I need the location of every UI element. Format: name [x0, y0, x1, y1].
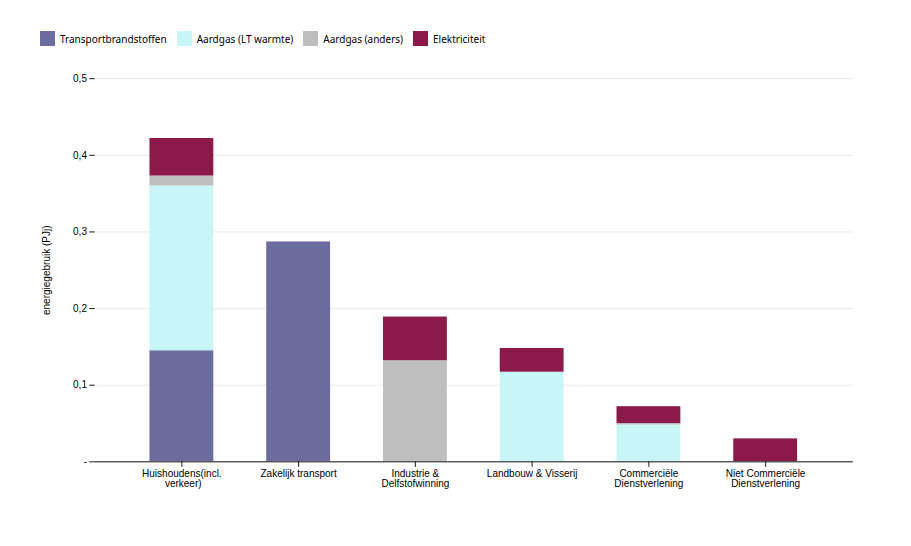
svg-text:0,4: 0,4 [73, 150, 87, 161]
svg-text:Industrie &Delfstofwinning: Industrie &Delfstofwinning [381, 468, 449, 489]
svg-text:energiegebruik (PJj): energiegebruik (PJj) [41, 225, 52, 315]
html-text:Aardgas (anders): Aardgas (anders) [323, 31, 404, 46]
svg-text:0,3: 0,3 [73, 226, 87, 237]
svg-text:Zakelijk transport: Zakelijk transport [260, 468, 336, 479]
svg-text:0,1: 0,1 [73, 379, 87, 390]
svg-text:0,5: 0,5 [73, 73, 87, 84]
svg-text:0,2: 0,2 [73, 303, 87, 314]
svg-text:Huishoudens(incl. verkeer): Huishoudens(incl. verkeer) [142, 468, 222, 489]
svg-text:-: - [84, 456, 87, 467]
html-text:Elektriciteit: Elektriciteit [433, 31, 486, 46]
svg-text:Landbouw & Visserij: Landbouw & Visserij [487, 468, 578, 479]
svg-text:CommerciëleDienstverlening: CommerciëleDienstverlening [614, 468, 683, 489]
html-text:Transportbrandstoffen: Transportbrandstoffen [60, 31, 167, 46]
html-text:Aardgas (LT warmte): Aardgas (LT warmte) [196, 31, 294, 46]
svg-text:Niet CommerciëleDienstverlenin: Niet CommerciëleDienstverlening [726, 468, 806, 489]
